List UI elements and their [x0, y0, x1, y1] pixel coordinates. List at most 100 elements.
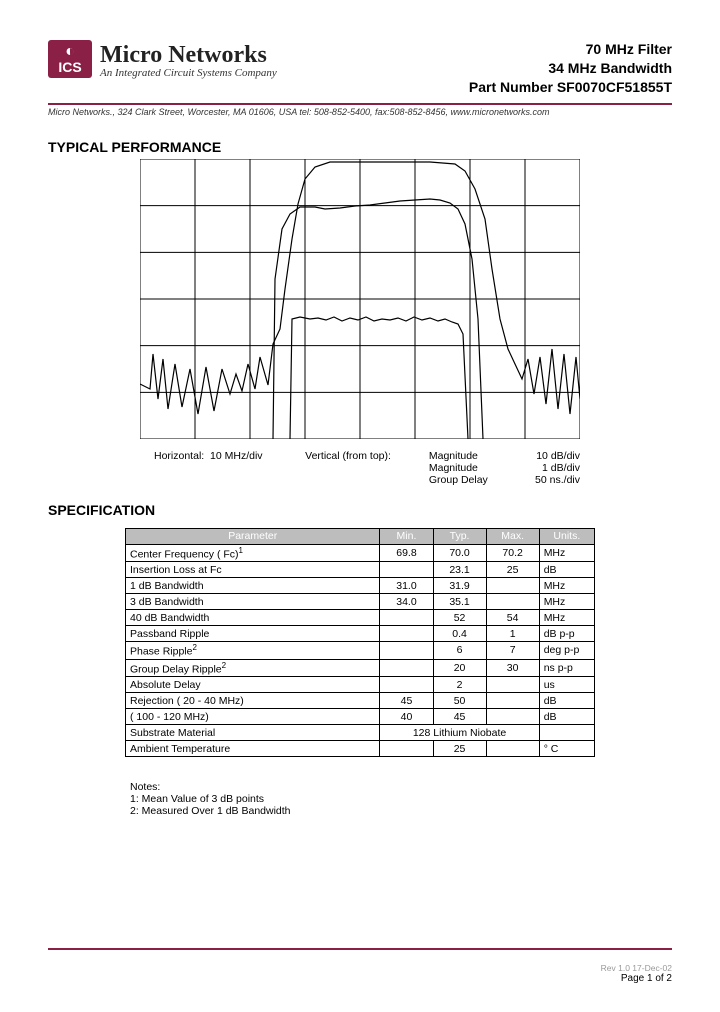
- cell-typ: 31.9: [433, 578, 486, 594]
- cell-unit: deg p-p: [539, 642, 594, 660]
- cell-min: 34.0: [380, 594, 433, 610]
- th-parameter: Parameter: [126, 528, 380, 544]
- company-address: Micro Networks., 324 Clark Street, Worce…: [48, 107, 672, 117]
- cell-parameter: Insertion Loss at Fc: [126, 562, 380, 578]
- cell-parameter: Substrate Material: [126, 725, 380, 741]
- title-line: 70 MHz Filter: [469, 40, 672, 59]
- th-min: Min.: [380, 528, 433, 544]
- cell-min: 45: [380, 693, 433, 709]
- cell-min: [380, 659, 433, 677]
- legend-row-name: Magnitude: [429, 462, 511, 474]
- header-rule: [48, 103, 672, 105]
- notes-title: Notes:: [130, 781, 672, 793]
- table-row: Group Delay Ripple22030ns p-p: [126, 659, 595, 677]
- legend-row-name: Magnitude: [429, 450, 511, 462]
- chart-svg: [140, 159, 580, 439]
- cell-unit: ° C: [539, 741, 594, 757]
- logo-text: Micro Networks An Integrated Circuit Sys…: [100, 40, 277, 79]
- cell-parameter: 40 dB Bandwidth: [126, 610, 380, 626]
- cell-unit: MHz: [539, 578, 594, 594]
- table-header-row: Parameter Min. Typ. Max. Units.: [126, 528, 595, 544]
- cell-unit: dB: [539, 562, 594, 578]
- cell-max: 70.2: [486, 544, 539, 562]
- cell-typ: 6: [433, 642, 486, 660]
- table-row: ( 100 - 120 MHz)4045 dB: [126, 709, 595, 725]
- title-line: Part Number SF0070CF51855T: [469, 78, 672, 97]
- cell-parameter: 3 dB Bandwidth: [126, 594, 380, 610]
- table-row: Passband Ripple 0.41dB p-p: [126, 626, 595, 642]
- table-row: 40 dB Bandwidth 5254MHz: [126, 610, 595, 626]
- cell-min: [380, 562, 433, 578]
- cell-typ: 35.1: [433, 594, 486, 610]
- cell-min: 31.0: [380, 578, 433, 594]
- cell-max: [486, 594, 539, 610]
- cell-parameter: Group Delay Ripple2: [126, 659, 380, 677]
- table-row: Insertion Loss at Fc 23.125dB: [126, 562, 595, 578]
- table-row: 1 dB Bandwidth31.031.9 MHz: [126, 578, 595, 594]
- cell-max: 7: [486, 642, 539, 660]
- cell-parameter: ( 100 - 120 MHz): [126, 709, 380, 725]
- table-row: 3 dB Bandwidth34.035.1MHz: [126, 594, 595, 610]
- page-number: Page 1 of 2: [601, 973, 672, 984]
- cell-max: 54: [486, 610, 539, 626]
- cell-parameter: Ambient Temperature: [126, 741, 380, 757]
- th-typ: Typ.: [433, 528, 486, 544]
- table-row: Rejection ( 20 - 40 MHz)4550 dB: [126, 693, 595, 709]
- cell-typ: 52: [433, 610, 486, 626]
- cell-max: [486, 677, 539, 693]
- table-row: Ambient Temperature 25 ° C: [126, 741, 595, 757]
- cell-min: [380, 642, 433, 660]
- company-name: Micro Networks: [100, 42, 277, 69]
- logo-block: ◐ ICS Micro Networks An Integrated Circu…: [48, 40, 277, 79]
- note-line: 1: Mean Value of 3 dB points: [130, 793, 672, 805]
- cell-max: [486, 578, 539, 594]
- revision-text: Rev 1.0 17-Dec-02: [601, 963, 672, 973]
- cell-span: 128 Lithium Niobate: [380, 725, 539, 741]
- cell-min: [380, 741, 433, 757]
- footer-rule: [48, 948, 672, 950]
- legend-row-val: 10 dB/div: [525, 450, 580, 462]
- cell-parameter: Passband Ripple: [126, 626, 380, 642]
- specification-table: Parameter Min. Typ. Max. Units. Center F…: [125, 528, 595, 758]
- cell-parameter: Phase Ripple2: [126, 642, 380, 660]
- cell-max: [486, 693, 539, 709]
- cell-typ: 45: [433, 709, 486, 725]
- cell-typ: 20: [433, 659, 486, 677]
- cell-unit: ns p-p: [539, 659, 594, 677]
- cell-unit: MHz: [539, 610, 594, 626]
- cell-parameter: 1 dB Bandwidth: [126, 578, 380, 594]
- cell-unit: MHz: [539, 544, 594, 562]
- cell-parameter: Rejection ( 20 - 40 MHz): [126, 693, 380, 709]
- legend-horiz-val: 10 MHz/div: [210, 450, 263, 462]
- cell-parameter: Absolute Delay: [126, 677, 380, 693]
- logo-abbrev: ICS: [58, 60, 81, 74]
- performance-chart: Horizontal: 10 MHz/div Vertical (from to…: [140, 159, 580, 486]
- cell-max: [486, 709, 539, 725]
- company-tagline: An Integrated Circuit Systems Company: [100, 67, 277, 79]
- cell-max: 1: [486, 626, 539, 642]
- cell-min: 40: [380, 709, 433, 725]
- cell-typ: 70.0: [433, 544, 486, 562]
- cell-unit: dB: [539, 709, 594, 725]
- cell-min: 69.8: [380, 544, 433, 562]
- cell-typ: 0.4: [433, 626, 486, 642]
- cell-typ: 2: [433, 677, 486, 693]
- cell-typ: 50: [433, 693, 486, 709]
- legend-row-val: 50 ns./div: [525, 474, 580, 486]
- footer-text: Rev 1.0 17-Dec-02 Page 1 of 2: [601, 963, 672, 984]
- cell-unit: dB: [539, 693, 594, 709]
- cell-unit: [539, 725, 594, 741]
- logo-icon: ◐ ICS: [48, 40, 92, 78]
- notes-block: Notes: 1: Mean Value of 3 dB points 2: M…: [130, 781, 672, 817]
- cell-typ: 25: [433, 741, 486, 757]
- th-unit: Units.: [539, 528, 594, 544]
- cell-unit: us: [539, 677, 594, 693]
- legend-vert-label: Vertical (from top):: [305, 450, 415, 486]
- document-header: ◐ ICS Micro Networks An Integrated Circu…: [48, 40, 672, 97]
- section-heading-performance: TYPICAL PERFORMANCE: [48, 139, 672, 155]
- cell-typ: 23.1: [433, 562, 486, 578]
- cell-unit: dB p-p: [539, 626, 594, 642]
- cell-min: [380, 626, 433, 642]
- cell-max: 25: [486, 562, 539, 578]
- th-max: Max.: [486, 528, 539, 544]
